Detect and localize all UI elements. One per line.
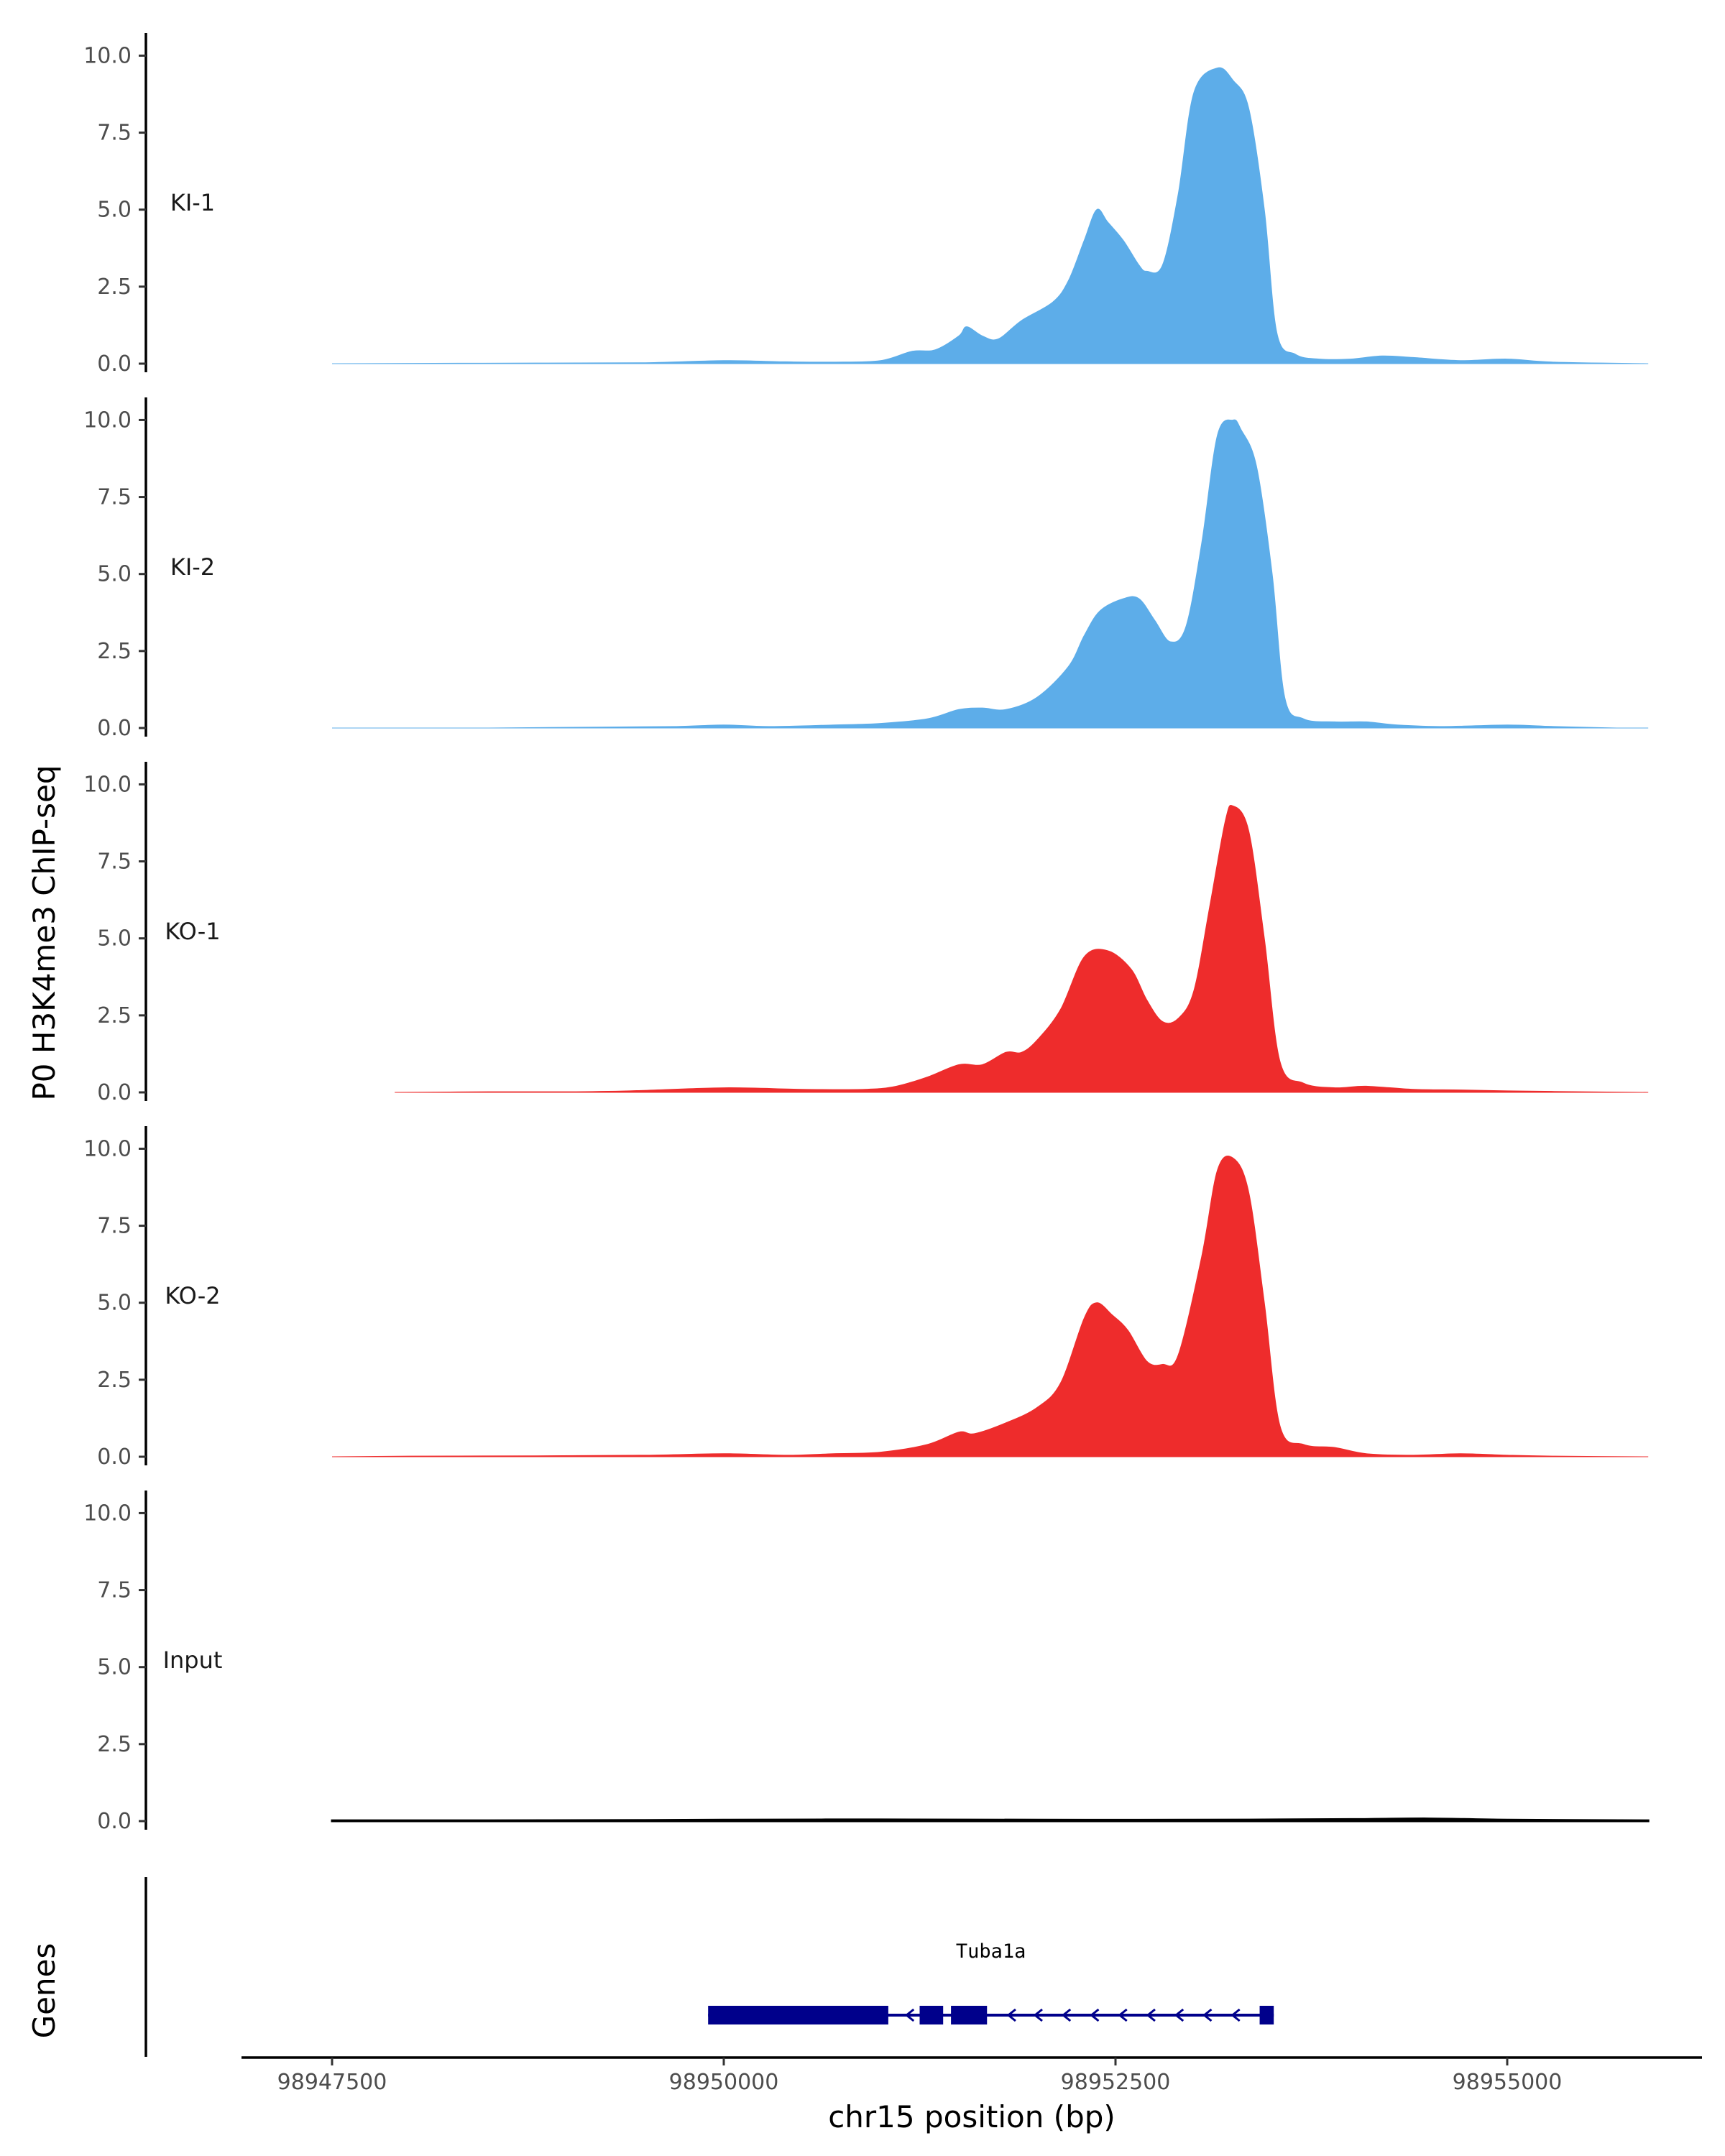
y-tick-label: 7.5 [97,849,132,875]
y-tick-label: 7.5 [97,1214,132,1239]
genes-axis-title: Genes [27,1943,62,2039]
signal-area-ki-2 [332,419,1649,729]
genes-track: Tuba1a [144,1877,1274,2057]
strand-arrow [1033,2008,1043,2022]
x-tick-label: 98955000 [1453,2070,1563,2095]
track-panel-ko-2: 0.0 2.5 5.0 7.5 10.0 KO-2 [83,1126,1649,1470]
y-tick-label: 10.0 [83,1501,132,1526]
track-label-ko-2: KO-2 [165,1282,220,1309]
x-tick-label: 98952500 [1061,2070,1171,2095]
strand-arrow [1006,2008,1016,2022]
track-label-ki-2: KI-2 [170,553,215,581]
y-tick-label: 0.0 [97,1809,132,1834]
y-tick-label: 7.5 [97,1578,132,1603]
strand-arrow [1118,2008,1128,2022]
gene-name-label: Tuba1a [956,1940,1026,1963]
y-tick-label: 0.0 [97,1445,132,1470]
strand-arrow [1230,2008,1241,2022]
y-tick-label: 0.0 [97,1080,132,1105]
y-axis-title: P0 H3K4me3 ChIP-seq [27,765,62,1100]
y-tick-label: 2.5 [97,1003,132,1028]
x-axis-title: chr15 position (bp) [828,2099,1116,2134]
y-tick-label: 2.5 [97,639,132,664]
gene-exon [708,2006,888,2024]
track-panel-ki-2: 0.0 2.5 5.0 7.5 10.0 KI-2 [83,397,1649,741]
tracks-layer: 0.0 2.5 5.0 7.5 10.0 KI-1 0.0 2.5 5.0 7.5 10.0 KI-2… [83,33,1650,1834]
signal-area-ki-1 [331,67,1649,364]
y-tick-label: 10.0 [83,407,132,433]
y-tick-label: 5.0 [97,1655,132,1680]
y-tick-label: 7.5 [97,485,132,510]
track-panel-ko-1: 0.0 2.5 5.0 7.5 10.0 KO-1 [83,762,1649,1105]
strand-arrow [1202,2008,1213,2022]
track-panel-input: 0.0 2.5 5.0 7.5 10.0 Input [83,1491,1650,1834]
y-tick-label: 2.5 [97,1732,132,1757]
y-tick-label: 2.5 [97,275,132,300]
signal-area-ko-2 [331,1155,1649,1457]
track-label-ki-1: KI-1 [170,189,215,216]
signal-area-input [331,1818,1650,1823]
y-tick-label: 10.0 [83,43,132,68]
strand-arrow [1061,2008,1072,2022]
y-tick-label: 10.0 [83,1136,132,1161]
x-tick-label: 98947500 [277,2070,387,2095]
y-tick-label: 5.0 [97,1291,132,1316]
track-label-ko-1: KO-1 [165,918,220,945]
y-tick-label: 5.0 [97,926,132,952]
gene-exon [951,2006,988,2024]
strand-arrow [977,2008,987,2022]
y-tick-label: 0.0 [97,716,132,741]
y-tick-label: 2.5 [97,1368,132,1393]
gene-exon [919,2006,944,2024]
track-label-input: Input [163,1646,223,1674]
gene-exon [1259,2006,1274,2024]
strand-arrow [1146,2008,1156,2022]
y-tick-label: 7.5 [97,121,132,146]
track-panel-ki-1: 0.0 2.5 5.0 7.5 10.0 KI-1 [83,33,1649,377]
signal-area-ko-1 [395,805,1649,1093]
y-tick-label: 5.0 [97,562,132,587]
x-tick-label: 98950000 [669,2070,779,2095]
strand-arrow [1174,2008,1184,2022]
strand-arrow [1090,2008,1100,2022]
y-tick-label: 0.0 [97,351,132,377]
y-tick-label: 10.0 [83,772,132,797]
x-axis: 98947500 98950000 98952500 98955000 [242,2056,1702,2095]
y-tick-label: 5.0 [97,198,132,223]
strand-arrow [904,2008,915,2022]
